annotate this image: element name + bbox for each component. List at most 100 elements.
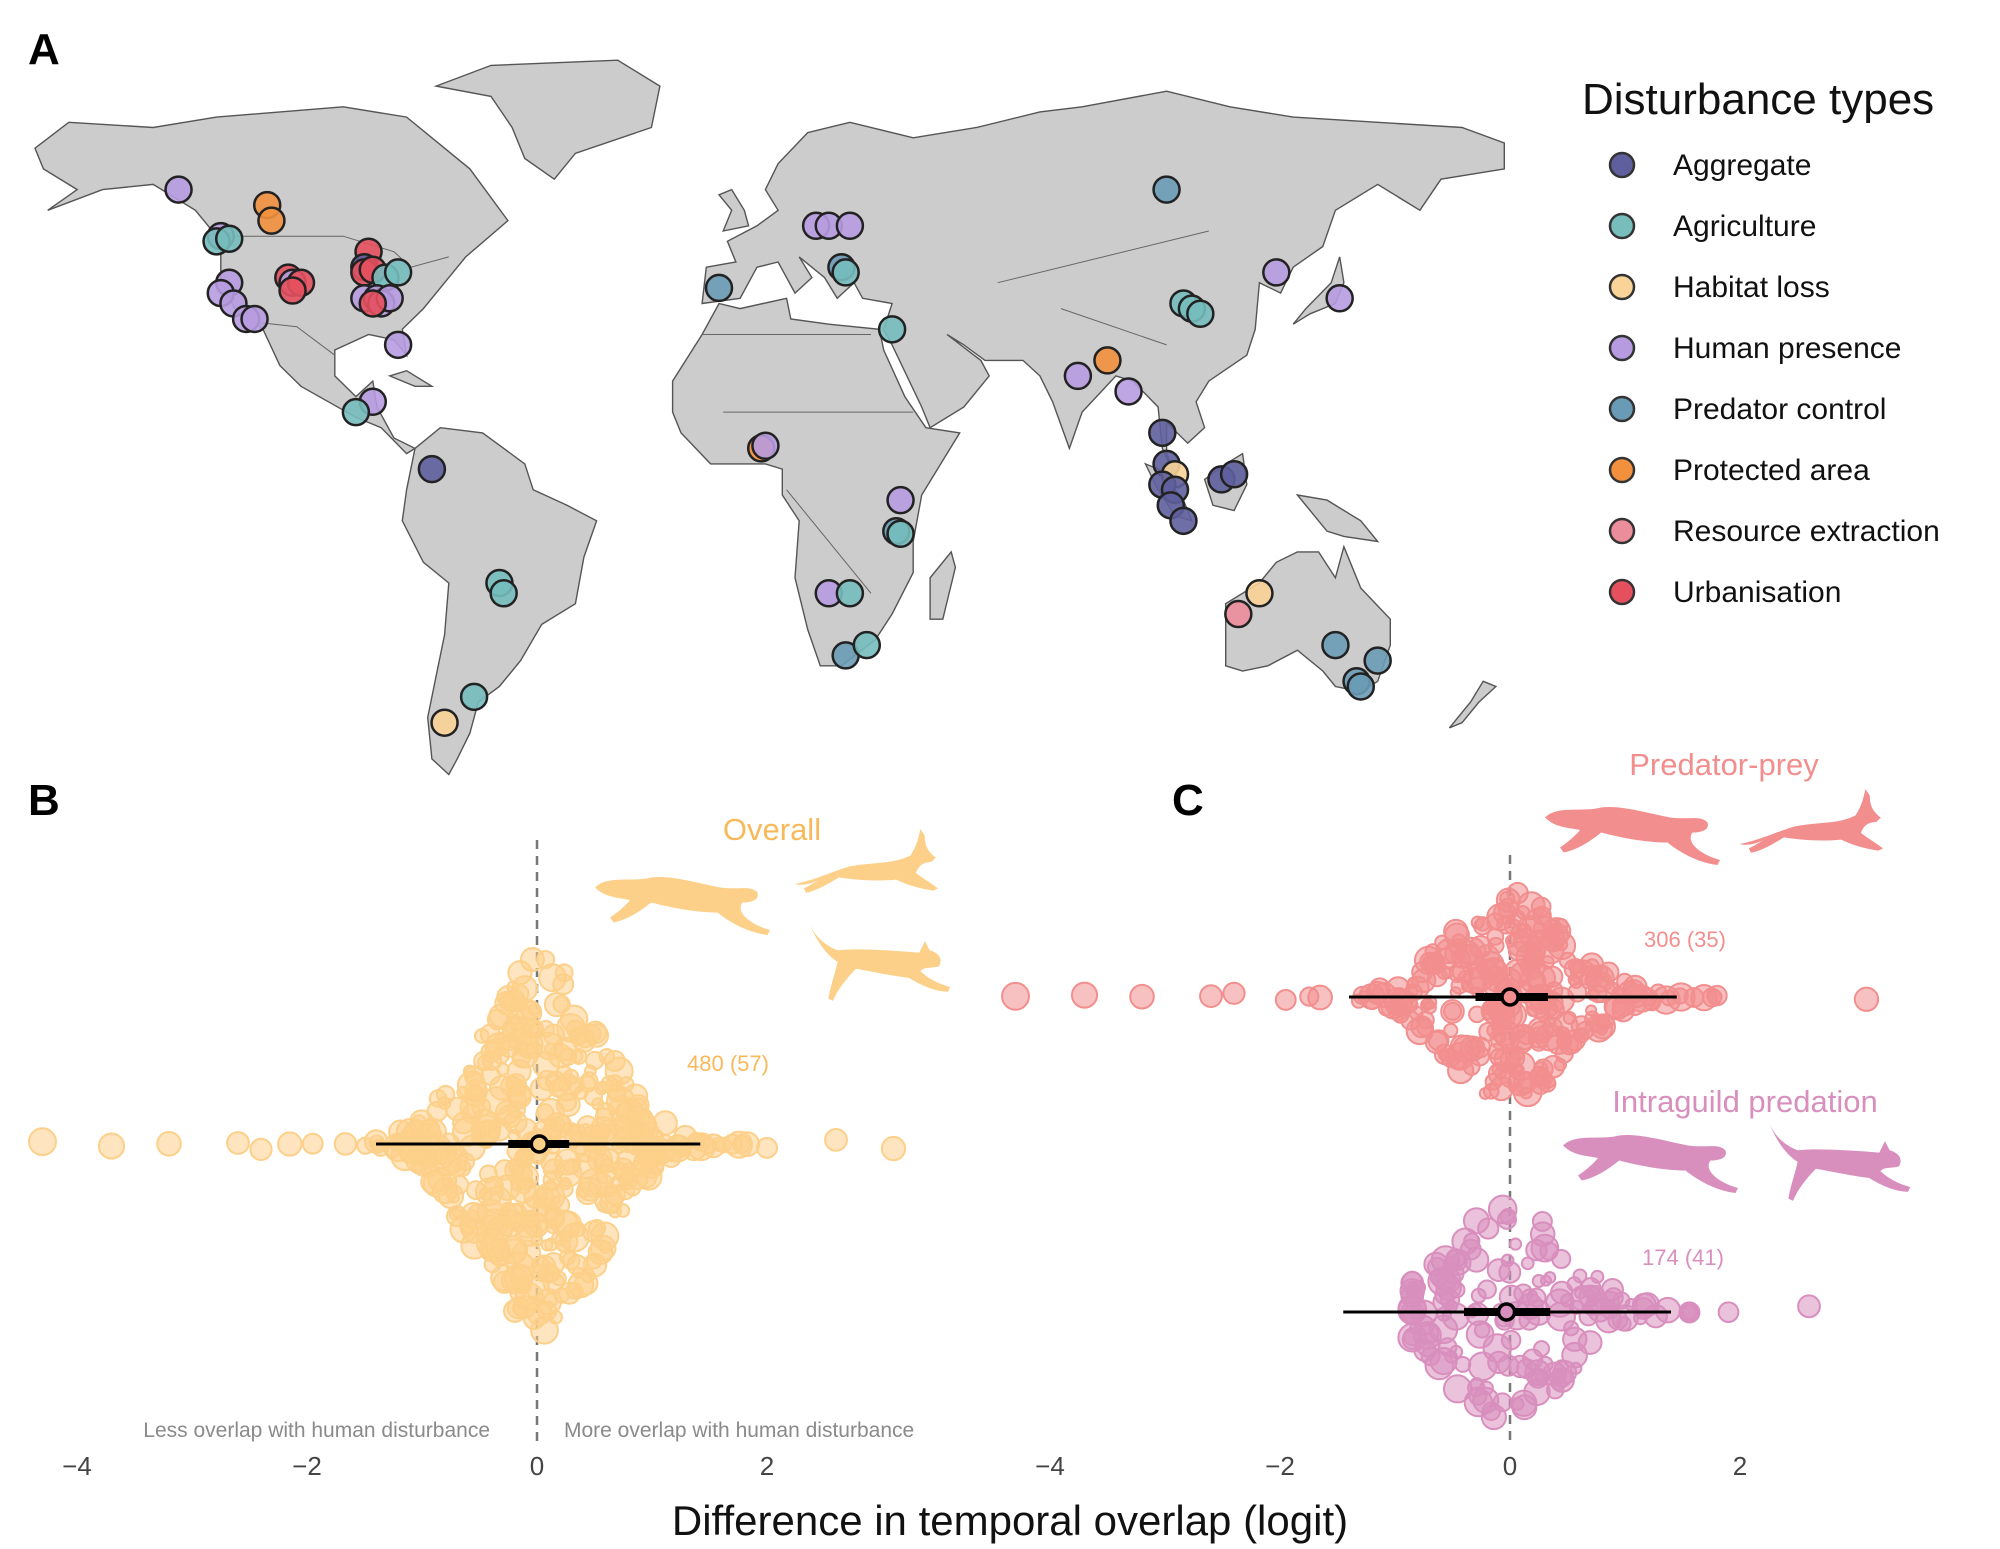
effect-size-point [1567,982,1588,1003]
effect-size-point [551,1230,567,1247]
map-site-human-presence [886,485,915,515]
effect-size-point [1520,1256,1535,1271]
effect-size-point [1449,1252,1468,1271]
gazelle-silhouette-icon [1740,789,1883,853]
count-label-overall: 480 (57) [687,1051,769,1076]
effect-size-point [558,1047,578,1067]
map-site-human-presence [1262,258,1291,287]
country-border [225,235,449,268]
effect-size-point [1533,1340,1551,1358]
effect-size-point [1530,896,1552,918]
effect-size-point [1477,1279,1497,1300]
effect-size-point [520,1000,541,1021]
x-tick-label: −4 [62,1451,92,1481]
cheetah-silhouette-icon [595,877,770,935]
effect-size-point [1511,1394,1538,1421]
effect-size-point [595,1102,616,1122]
effect-size-point [1474,944,1501,970]
caracal-silhouette-icon [810,925,951,1001]
effect-size-point [1534,1370,1550,1386]
mean-point [529,1134,550,1154]
map-site-predator-control [704,273,734,303]
effect-size-point [600,1075,619,1093]
effect-size-point [1454,1355,1472,1373]
effect-size-point [1516,1358,1538,1380]
effect-size-point [1583,965,1598,979]
effect-size-point [1469,1045,1491,1067]
effect-size-point [1420,1346,1441,1367]
effect-size-point [363,1129,389,1154]
effect-size-point [756,1136,778,1159]
effect-size-point [1578,1284,1602,1308]
mean-point [1500,987,1520,1007]
landmass-north-america [34,106,509,455]
effect-size-point [487,1117,512,1142]
effect-size-point [1486,903,1515,932]
legend-label-aggregate: Aggregate [1673,149,1811,182]
map-site-human-presence [751,431,780,461]
effect-size-point [301,1132,324,1155]
map-site-human-presence [164,175,193,204]
effect-size-point [1853,986,1880,1012]
legend-label-habitat-loss: Habitat loss [1673,271,1830,304]
map-site-human-presence [383,330,413,360]
effect-size-point [555,1092,581,1118]
effect-size-point [583,1064,597,1078]
effect-size-point [463,1065,484,1086]
effect-size-point [488,1003,513,1029]
effect-size-point [587,1146,614,1173]
map-site-protected-area [257,206,286,235]
effect-size-point [1651,985,1681,1015]
effect-size-point [156,1130,182,1157]
effect-size-point [1616,1315,1632,1332]
map-site-protected-area [1093,346,1122,375]
effect-size-point [507,1082,532,1106]
cheetah-silhouette-icon [1563,1135,1738,1193]
effect-size-point [1601,1290,1620,1310]
effect-size-point [1544,1002,1559,1017]
country-border [786,489,872,594]
landmass-new-zealand [1448,680,1498,729]
direction-label-more: More overlap with human disturbance [564,1419,914,1442]
map-site-agriculture [489,579,518,608]
effect-size-point [445,1205,468,1228]
panel-c-interaction-types: Predator-prey 306 (35) Intraguild predat… [1001,747,1911,1443]
effect-size-point [542,1170,563,1190]
x-axis-b: −4 −2 0 2 [62,1451,774,1481]
effect-size-point [1447,1057,1475,1085]
effect-size-point [1274,988,1297,1011]
effect-size-point [1515,915,1545,945]
landmass-africa [671,297,961,667]
legend-title: Disturbance types [1582,75,1934,124]
effect-size-point [523,1184,548,1209]
map-site-human-presence [1063,361,1093,391]
effect-size-point [462,1219,487,1244]
panel-label-a: A [28,25,60,74]
map-site-habitat-loss [1245,579,1274,608]
effect-size-point [97,1132,126,1160]
x-tick-label: 2 [760,1451,774,1481]
effect-size-point [1423,1251,1449,1277]
legend-label-agriculture: Agriculture [1673,210,1816,243]
effect-size-point [529,1076,555,1102]
swarm-predator-prey [1001,881,1880,1108]
effect-size-point [1585,1004,1598,1017]
x-tick-label: −4 [1035,1451,1065,1481]
summary-intraguild [1343,1302,1671,1322]
effect-size-point [1559,1035,1580,1056]
swarm-overall [28,947,907,1345]
effect-size-point [1598,1013,1615,1030]
map-site-agriculture [852,630,882,660]
map-site-agriculture [877,315,907,344]
map-site-aggregate [417,454,447,484]
effect-size-point [1562,1010,1577,1025]
map-site-human-presence [1114,377,1143,406]
map-site-aggregate [1169,506,1198,536]
map-site-agriculture [341,397,371,427]
count-label-predator-prey: 306 (35) [1644,927,1726,952]
effect-size-point [1222,981,1246,1005]
legend-swatch-human-presence [1608,334,1636,362]
land-masses [34,59,1506,776]
effect-size-point [249,1137,273,1162]
